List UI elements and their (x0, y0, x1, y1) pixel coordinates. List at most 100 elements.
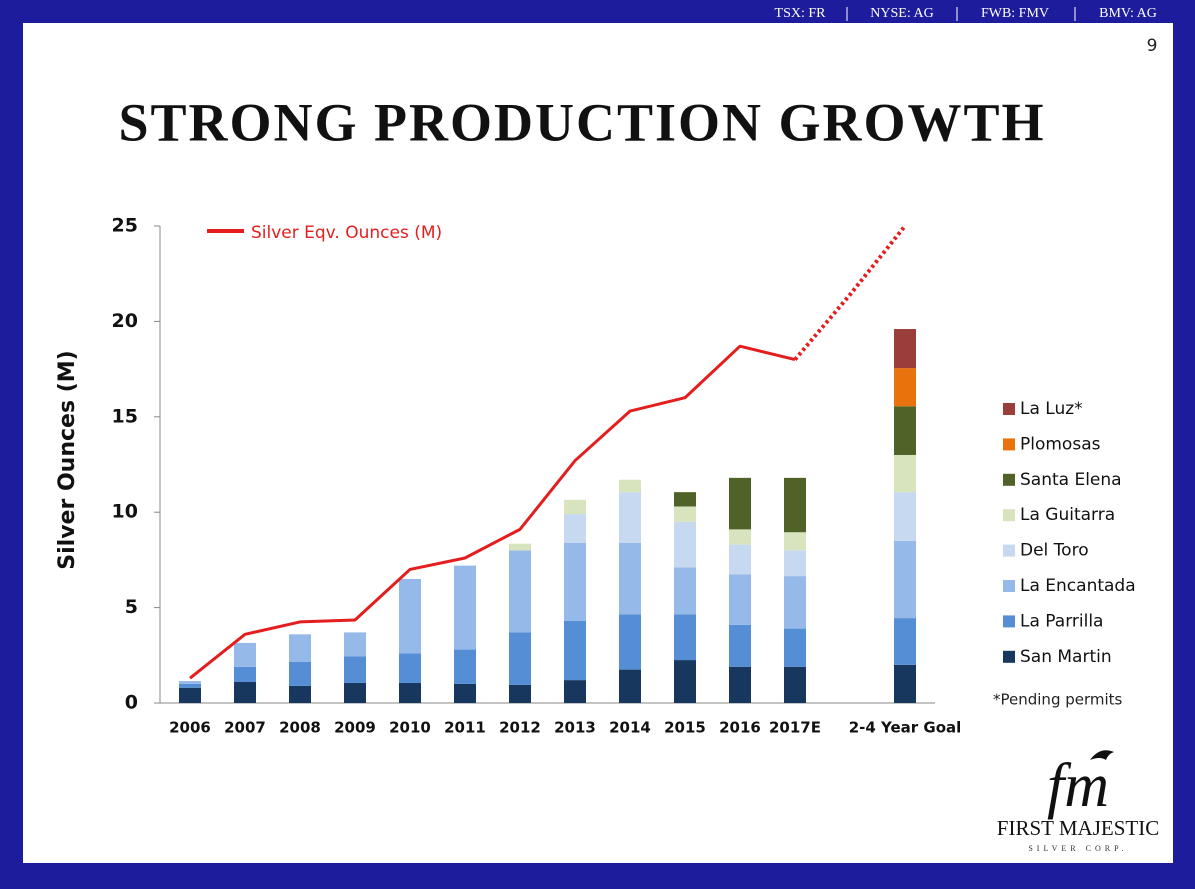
bar-segment (674, 567, 696, 615)
bar-segment (289, 634, 311, 662)
bar-segment (674, 614, 696, 661)
legend-label: Del Toro (1020, 541, 1089, 561)
bar-segment (399, 682, 421, 703)
x-tick-label: 2017E (769, 719, 821, 737)
bar-segment (729, 529, 751, 545)
bar-segment (619, 492, 641, 543)
legend-swatch (1003, 438, 1015, 451)
x-tick-label: 2014 (609, 719, 651, 737)
legend-swatch (1003, 403, 1015, 415)
x-tick-label: 2007 (224, 719, 266, 737)
bar-segment (179, 681, 201, 684)
legend-label: La Luz* (1020, 399, 1083, 419)
bar-segment (729, 666, 751, 703)
legend-swatch (1003, 580, 1015, 592)
bar-segment (399, 653, 421, 683)
ticker: NYSE: AG (870, 6, 933, 21)
slide-body (23, 23, 1173, 863)
bar-segment (894, 406, 916, 455)
bar-segment (289, 661, 311, 686)
x-tick-label: 2006 (169, 719, 211, 737)
bar-segment (454, 683, 476, 703)
x-tick-label: 2009 (334, 719, 376, 737)
bar-segment (674, 506, 696, 522)
logo-tagline: SILVER CORP. (1028, 844, 1127, 853)
x-tick-label: 2011 (444, 719, 486, 737)
bar-segment (784, 576, 806, 629)
logo: fm FIRST MAJESTIC SILVER CORP. (997, 750, 1159, 853)
bar-segment (784, 477, 806, 533)
x-tick-label: 2008 (279, 719, 321, 737)
legend-label: Silver Eqv. Ounces (M) (251, 223, 442, 243)
bar-segment (619, 542, 641, 615)
bar-segment (894, 540, 916, 619)
logo-name: FIRST MAJESTIC (997, 816, 1159, 840)
y-axis-label: Silver Ounces (M) (55, 350, 80, 569)
bar-segment (619, 479, 641, 493)
bar-segment (289, 685, 311, 703)
x-tick-label: 2010 (389, 719, 431, 737)
bar-segment (894, 329, 916, 369)
bar-segment (234, 682, 256, 703)
bar-segment (509, 632, 531, 685)
bar-segment (344, 656, 366, 683)
bar-segment (729, 574, 751, 625)
bar-segment (894, 492, 916, 541)
bar-segment (674, 521, 696, 568)
projection-line (793, 224, 907, 361)
bar-segment (509, 550, 531, 633)
bar-segment (454, 565, 476, 650)
legend-swatch (1003, 544, 1015, 557)
legend-label: San Martin (1020, 647, 1112, 667)
bar-segment (179, 683, 201, 688)
footnote: *Pending permits (993, 691, 1123, 709)
bar-segment (619, 669, 641, 703)
plot: 0 5 10 15 20 25 2006 2007 2008 2009 2010 2011 2012 20… (112, 215, 1136, 737)
bar-segment (784, 550, 806, 577)
x-tick-label: 2-4 Year Goal (849, 719, 962, 737)
y-tick-label: 0 (125, 692, 138, 714)
bar-segment (729, 544, 751, 575)
bar-segment (564, 514, 586, 543)
bar-segment (234, 666, 256, 683)
bar-segment (619, 614, 641, 670)
bar-segment (234, 642, 256, 667)
legend-swatch (1003, 650, 1015, 663)
y-tick-label: 15 (112, 405, 138, 427)
bar-segment (509, 684, 531, 703)
y-tick-label: 10 (112, 501, 138, 523)
bar-segment (674, 492, 696, 507)
bar-segment (344, 682, 366, 703)
y-tick-label: 20 (112, 310, 138, 332)
ticker: BMV: AG (1099, 6, 1157, 21)
bar-segment (894, 454, 916, 493)
bar-segment (454, 649, 476, 684)
legend-label: La Encantada (1020, 576, 1136, 596)
x-tick-label: 2015 (664, 719, 706, 737)
bar-segment (564, 499, 586, 515)
legend-label: La Guitarra (1020, 505, 1115, 525)
bar-segment (674, 660, 696, 703)
legend-label: Plomosas (1020, 434, 1101, 454)
bar-segment (564, 620, 586, 681)
bar-segment (784, 532, 806, 551)
bar-segment (894, 618, 916, 665)
x-tick-label: 2016 (719, 719, 761, 737)
x-tick-label: 2012 (499, 719, 541, 737)
legend-swatch (1003, 509, 1015, 522)
tickers: TSX: FR NYSE: AG FWB: FMV BMV: AG (775, 6, 1157, 21)
bar-segment (179, 687, 201, 703)
bar-segment (729, 624, 751, 667)
logo-eagle (1090, 750, 1114, 760)
y-tick-label: 5 (125, 596, 138, 618)
line (189, 344, 796, 680)
legend-swatch (1003, 615, 1015, 628)
slide-title: STRONG PRODUCTION GROWTH (118, 92, 1045, 152)
x-tick-label: 2013 (554, 719, 596, 737)
legend-label: La Parrilla (1020, 611, 1103, 631)
bar-segment (729, 477, 751, 530)
bar-segment (784, 666, 806, 703)
bar-segment (344, 632, 366, 657)
legend-label: Santa Elena (1020, 470, 1122, 490)
